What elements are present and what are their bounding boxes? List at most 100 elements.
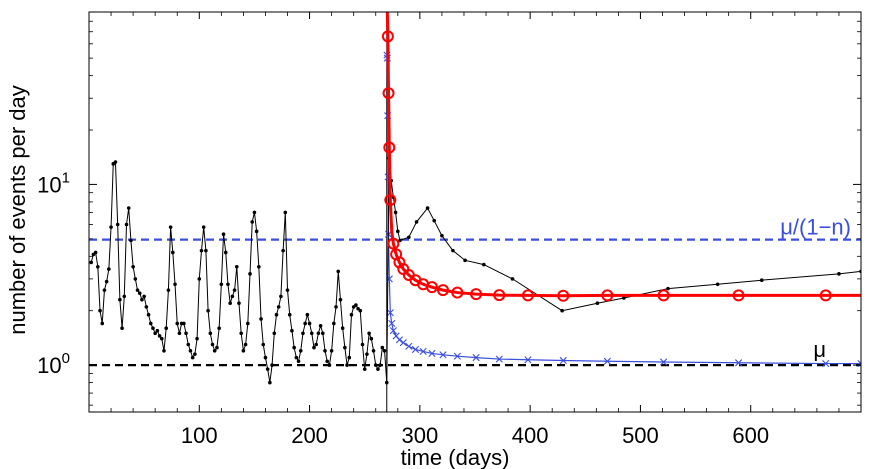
data-point-model-background [405,342,413,350]
data-point-observed [360,342,365,347]
data-point-observed [96,264,100,269]
data-point-observed [307,321,312,326]
data-point-observed [212,348,217,353]
data-point-observed [223,250,228,255]
data-point-observed [197,277,202,281]
data-point-observed [100,321,105,326]
data-point-model-triggering [601,289,614,302]
data-point-model-background [524,356,532,364]
data-point-observed [122,294,127,299]
data-point-observed [104,279,109,284]
data-point-observed [316,331,321,336]
data-point-observed [241,348,246,353]
data-point-observed [380,345,385,350]
data-point-observed [292,345,296,350]
data-point-observed [131,264,135,269]
data-point-observed [113,160,118,164]
data-point-observed [210,342,215,347]
data-point-observed [327,363,332,367]
x-tick-label: 300 [401,423,438,448]
data-point-observed [199,248,204,253]
data-point-observed [270,363,274,367]
data-point-observed [354,303,358,307]
data-point-observed [248,272,252,276]
data-point-observed [340,326,345,331]
data-point-observed [268,380,272,385]
data-point-model-background [857,359,861,368]
y-tick-label: 101 [37,169,70,197]
data-point-observed [837,272,841,276]
data-point-observed [215,345,219,350]
data-point-observed [369,336,374,341]
data-point-observed [463,258,467,263]
data-point-observed [303,321,307,326]
data-point-observed [175,321,180,326]
data-point-observed [622,296,626,300]
data-point-observed [272,331,277,336]
data-point-observed [294,355,299,360]
data-point-observed [285,288,290,292]
data-point-model-background [822,359,830,368]
data-point-observed [204,248,208,253]
data-point-observed [171,250,175,255]
x-tick-label: 500 [622,423,659,448]
data-point-observed [263,355,268,360]
data-point-observed [190,355,195,360]
data-point-observed [595,301,600,306]
data-point-observed [376,367,380,371]
data-point-model-triggering [381,30,394,43]
data-point-observed [384,380,389,385]
annotation-mu-over-one-minus-n: μ/(1−n) [780,215,851,240]
data-point-model-background [428,349,436,358]
data-point-observed [98,308,102,313]
data-point-model-background [453,352,461,360]
data-point-observed [151,326,155,331]
data-point-observed [140,297,144,302]
data-point-observed [177,331,182,336]
data-point-observed [283,210,288,215]
x-tick-label: 400 [512,423,549,448]
y-axis-label: number of events per day [5,85,30,334]
data-point-observed [217,326,221,331]
data-point-model-background [603,357,611,365]
data-point-observed [373,363,378,367]
data-point-observed [378,363,382,367]
data-point-model-triggering [657,289,670,302]
data-point-observed [239,331,243,336]
data-point-observed [133,277,138,281]
data-point-observed [89,260,94,265]
data-point-observed [365,352,369,356]
data-point-observed [234,264,239,269]
data-point-observed [358,308,363,313]
data-point-observed [102,288,107,292]
data-point-observed [259,317,263,321]
data-point-model-triggering [451,286,464,299]
x-axis-label: time (days) [401,445,510,469]
data-point-observed [666,286,670,291]
data-point-observed [124,222,129,227]
data-point-observed [226,282,230,287]
data-point-model-background [439,351,447,359]
annotation-mu: μ [813,337,826,362]
data-point-observed [298,348,303,353]
data-point-observed [221,232,226,237]
data-point-model-triggering [382,87,395,100]
data-point-observed [362,367,367,371]
data-point-observed [146,312,151,317]
data-point-observed [157,334,162,338]
data-point-observed [349,312,354,317]
data-point-observed [93,250,98,255]
data-point-observed [142,294,146,299]
x-tick-label: 200 [291,423,328,448]
data-point-model-background [559,356,567,365]
data-point-observed [228,301,232,306]
data-point-observed [155,328,160,333]
data-point-observed [252,210,257,215]
data-point-observed [309,331,314,336]
data-point-observed [382,348,387,353]
data-point-observed [432,218,436,223]
data-point-observed [347,355,352,360]
data-point-observed [510,277,515,281]
data-point-observed [332,321,336,326]
